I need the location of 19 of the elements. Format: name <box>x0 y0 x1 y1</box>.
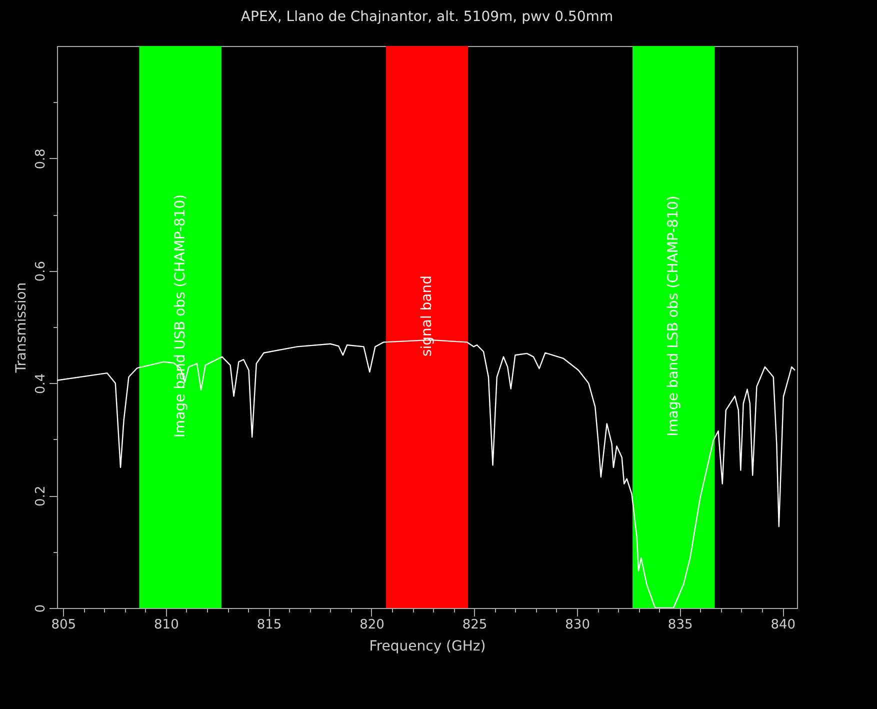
y-axis-title: Transmission <box>14 282 30 374</box>
band-label: Image band LSB obs (CHAMP-810) <box>666 196 682 436</box>
x-tick-label: 805 <box>51 618 76 632</box>
y-tick-label: 0.6 <box>34 260 48 282</box>
chart-title: APEX, Llano de Chajnantor, alt. 5109m, pwv 0.50mm <box>240 9 614 25</box>
x-tick-label: 830 <box>565 618 590 632</box>
y-tick-label: 0.8 <box>34 148 48 170</box>
x-tick-label: 815 <box>256 618 282 632</box>
band-label: Image band USB obs (CHAMP-810) <box>172 194 188 438</box>
x-tick-label: 810 <box>154 618 179 632</box>
x-tick-label: 835 <box>668 618 693 632</box>
band-label: signal band <box>419 275 435 357</box>
y-tick-label: 0.2 <box>34 486 48 506</box>
x-tick-label: 825 <box>462 618 488 632</box>
x-axis-title: Frequency (GHz) <box>369 638 486 654</box>
x-tick-label: 840 <box>770 618 796 632</box>
y-tick-label: 0 <box>34 604 48 613</box>
x-tick-label: 820 <box>360 618 384 632</box>
y-tick-label: 0.4 <box>34 373 48 394</box>
